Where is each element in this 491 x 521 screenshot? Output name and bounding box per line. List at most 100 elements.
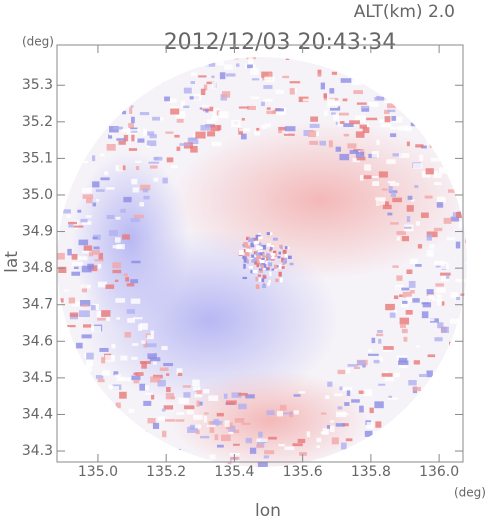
speckle	[255, 284, 259, 290]
speckle	[241, 117, 245, 121]
speckle	[131, 134, 135, 142]
speckle	[422, 302, 432, 308]
speckle	[367, 349, 373, 353]
speckle	[238, 392, 248, 396]
speckle	[353, 90, 363, 95]
speckle	[179, 143, 191, 146]
speckle	[193, 93, 202, 101]
speckle	[132, 187, 139, 193]
speckle	[347, 364, 358, 367]
x-tick-label: 136.0	[419, 464, 459, 480]
speckle	[234, 57, 239, 60]
speckle	[406, 205, 414, 212]
speckle	[342, 423, 349, 427]
speckle	[412, 298, 420, 303]
speckle	[271, 244, 275, 248]
speckle	[122, 234, 130, 240]
speckle	[206, 119, 216, 124]
speckle	[239, 128, 250, 132]
speckle	[378, 338, 382, 344]
speckle	[334, 393, 343, 397]
speckle	[196, 390, 203, 395]
speckle	[385, 303, 395, 311]
speckle	[433, 182, 442, 186]
speckle	[263, 85, 273, 89]
speckle	[456, 296, 461, 301]
speckle	[321, 412, 327, 415]
speckle	[87, 263, 94, 269]
speckle	[209, 464, 213, 467]
y-tick-label: 34.7	[22, 297, 53, 313]
speckle	[230, 457, 240, 460]
speckle	[465, 262, 467, 266]
speckle	[279, 244, 283, 248]
speckle	[112, 245, 122, 249]
speckle	[441, 276, 449, 282]
speckle	[200, 88, 206, 96]
speckle	[93, 246, 100, 250]
speckle	[81, 304, 89, 307]
speckle	[99, 153, 105, 157]
speckle	[96, 310, 102, 317]
speckle	[265, 267, 269, 271]
speckle	[115, 402, 121, 409]
speckle	[116, 317, 120, 320]
speckle	[132, 317, 143, 320]
speckle	[275, 89, 284, 94]
y-tick-label: 34.6	[22, 333, 53, 349]
speckle	[258, 236, 263, 240]
speckle	[414, 185, 419, 189]
speckle	[245, 248, 250, 252]
speckle	[363, 389, 373, 397]
speckle	[376, 95, 380, 100]
speckle	[376, 199, 385, 206]
speckle	[430, 157, 440, 162]
speckle	[190, 81, 196, 85]
speckle	[246, 245, 251, 250]
speckle	[72, 261, 83, 266]
speckle	[289, 88, 295, 95]
speckle	[216, 60, 225, 66]
speckle	[221, 434, 231, 442]
speckle	[130, 218, 140, 223]
speckle	[268, 436, 277, 440]
chart-title: 2012/12/03 20:43:34	[164, 30, 397, 55]
speckle	[111, 343, 116, 349]
speckle	[316, 437, 322, 443]
speckle	[282, 260, 285, 266]
speckle	[399, 294, 403, 298]
speckle	[243, 244, 247, 248]
speckle	[415, 221, 421, 226]
speckle	[210, 125, 220, 132]
speckle	[342, 98, 348, 102]
speckle	[262, 263, 267, 268]
speckle	[183, 87, 192, 94]
speckle	[328, 140, 333, 148]
x-tick-label: 135.2	[146, 464, 186, 480]
speckle	[256, 438, 268, 443]
speckle	[366, 117, 378, 121]
speckle	[92, 202, 97, 207]
speckle	[106, 214, 115, 220]
speckle	[255, 276, 258, 282]
speckle	[251, 254, 256, 258]
speckle	[238, 128, 243, 135]
speckle	[403, 336, 408, 342]
speckle	[247, 64, 253, 69]
y-axis-label: lat	[2, 251, 22, 273]
speckle	[297, 438, 306, 444]
speckle	[457, 196, 462, 199]
speckle	[287, 255, 292, 259]
speckle	[254, 130, 260, 136]
speckle	[412, 163, 423, 169]
speckle	[276, 109, 286, 115]
speckle	[256, 264, 259, 268]
speckle	[415, 345, 421, 348]
speckle	[250, 68, 259, 75]
speckle	[278, 126, 287, 131]
speckle	[394, 284, 404, 291]
speckle	[245, 394, 255, 399]
speckle	[216, 444, 224, 448]
speckle	[340, 78, 352, 83]
